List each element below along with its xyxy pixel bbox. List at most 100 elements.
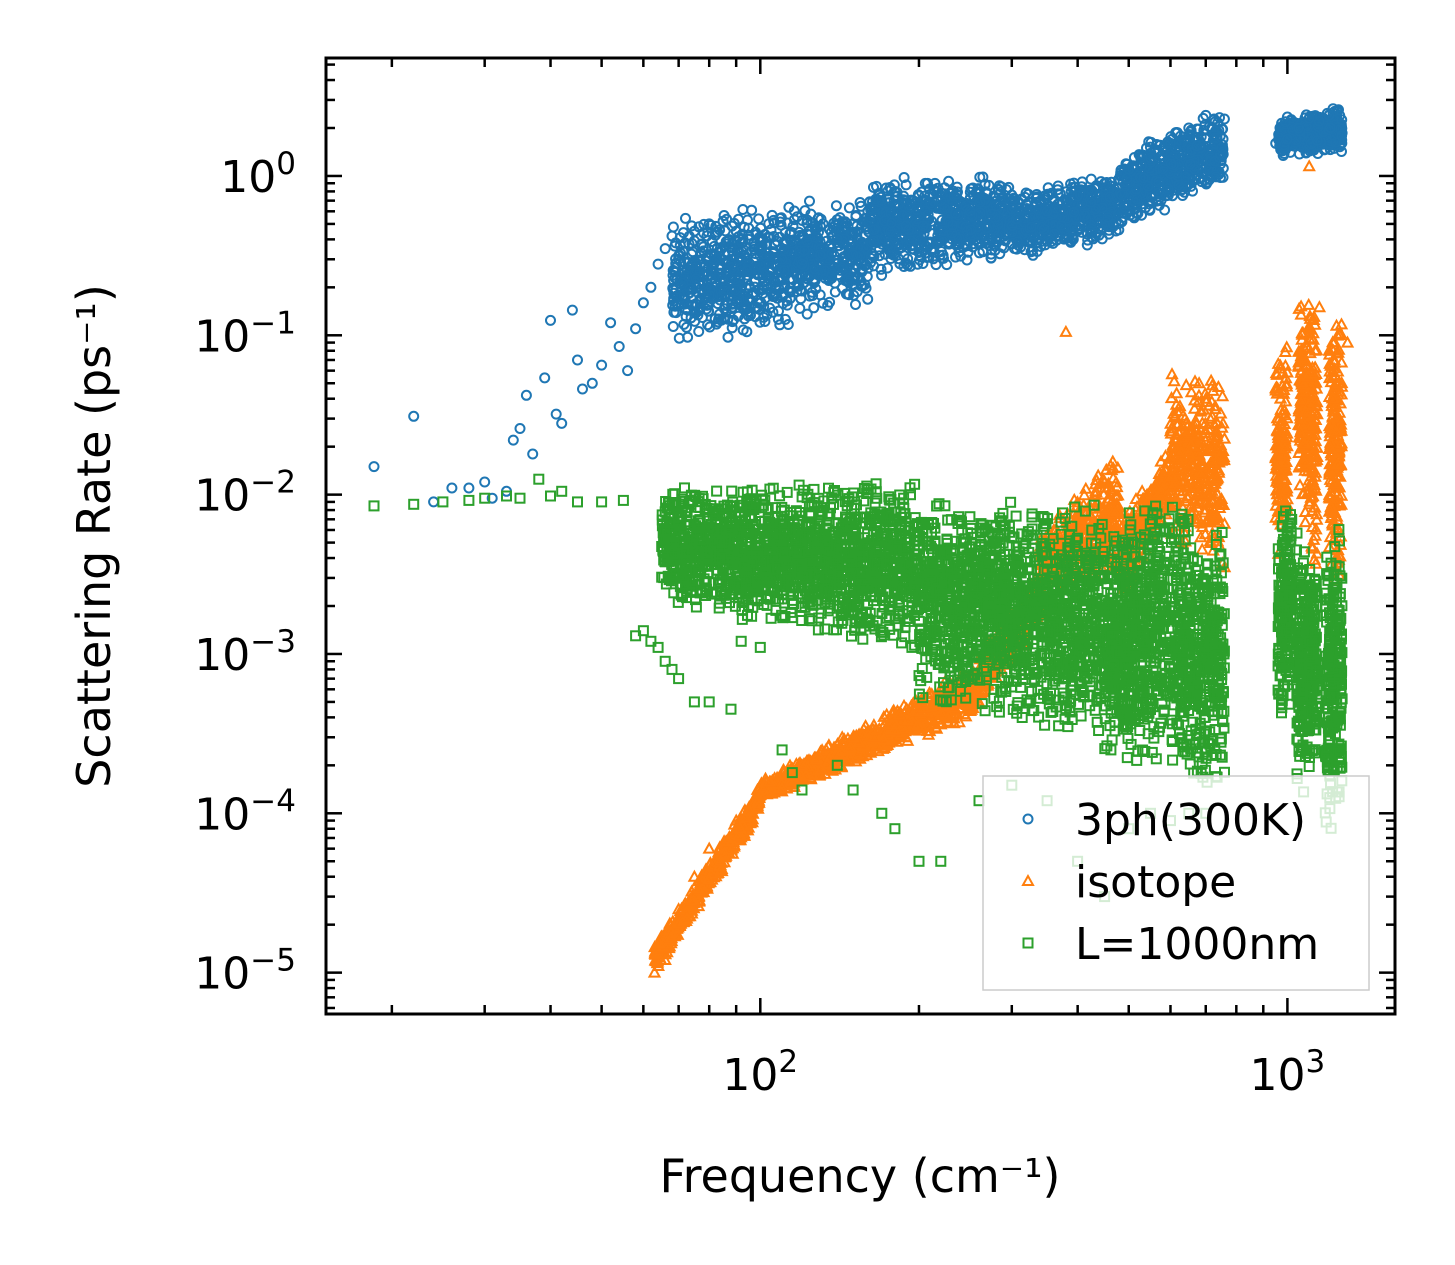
data-point (847, 249, 859, 261)
data-point (821, 235, 833, 247)
data-point (428, 496, 440, 508)
data-point (829, 277, 841, 289)
data-point (675, 256, 687, 268)
data-point (900, 179, 912, 191)
data-point (684, 283, 696, 295)
data-point (772, 313, 784, 325)
data-point (837, 262, 849, 274)
data-point (719, 225, 731, 237)
data-point (791, 211, 803, 223)
data-point (786, 237, 798, 249)
data-point (722, 298, 734, 310)
data-point (520, 389, 532, 401)
data-point (718, 210, 730, 221)
data-point (550, 408, 562, 420)
data-point (743, 280, 755, 292)
data-point (556, 417, 568, 429)
data-point (637, 297, 649, 309)
data-layer (368, 103, 1355, 978)
data-point (822, 300, 834, 311)
data-point (686, 220, 698, 232)
data-point (1065, 178, 1077, 190)
data-point (1027, 244, 1039, 256)
data-point (719, 312, 731, 324)
data-point (774, 319, 786, 331)
data-point (801, 235, 813, 247)
data-point (849, 263, 861, 275)
data-point (863, 216, 875, 228)
data-point (889, 198, 901, 210)
data-point (974, 196, 986, 208)
data-point (681, 298, 693, 310)
data-point (659, 243, 671, 255)
data-point (785, 285, 797, 297)
data-point (965, 224, 977, 236)
data-point (882, 262, 893, 274)
data-point (722, 331, 734, 343)
data-point (946, 227, 958, 239)
data-point (722, 249, 734, 261)
data-point (613, 341, 625, 352)
data-point (961, 254, 973, 266)
data-point (752, 269, 764, 281)
data-point (932, 222, 944, 234)
data-point (938, 252, 949, 264)
data-point (764, 250, 776, 262)
data-point (730, 284, 742, 296)
data-point (902, 212, 914, 224)
data-point (670, 283, 682, 295)
data-point (729, 273, 741, 285)
data-point (868, 224, 880, 236)
data-point (527, 448, 539, 460)
data-point (794, 245, 806, 257)
data-point (939, 182, 951, 194)
data-point (842, 288, 853, 300)
data-point (714, 260, 726, 271)
data-point (883, 239, 895, 250)
data-point (700, 252, 712, 264)
data-point (905, 235, 917, 247)
data-point (893, 243, 905, 255)
data-point (870, 193, 882, 205)
data-point (810, 223, 822, 234)
data-point (690, 273, 702, 285)
data-point (753, 213, 765, 225)
data-point (782, 217, 793, 229)
data-point (693, 326, 705, 337)
data-point (577, 383, 588, 395)
data-point (919, 205, 931, 217)
data-point (813, 256, 825, 268)
data-point (833, 240, 845, 252)
data-point (368, 461, 380, 473)
data-point (726, 322, 738, 334)
data-point (850, 299, 861, 310)
data-point (545, 314, 556, 326)
data-point (960, 239, 972, 250)
data-point (801, 308, 813, 320)
data-point (768, 217, 780, 229)
data-point (596, 359, 608, 371)
data-point (408, 410, 420, 422)
data-point (680, 212, 691, 224)
data-point (826, 248, 837, 260)
data-point (704, 321, 716, 333)
data-point (900, 220, 912, 232)
data-point (941, 213, 953, 225)
data-point (947, 219, 958, 231)
data-point (893, 198, 905, 210)
data-point (913, 247, 925, 258)
data-point (1081, 239, 1093, 251)
data-point (680, 311, 692, 322)
data-point (737, 204, 749, 215)
data-point (741, 269, 753, 281)
data-point (776, 274, 788, 286)
data-point (667, 269, 679, 281)
data-point (762, 283, 774, 295)
data-point (930, 259, 942, 271)
data-point (935, 246, 947, 257)
data-point (828, 217, 840, 229)
data-point (862, 293, 874, 305)
data-point (919, 177, 931, 189)
data-point (778, 265, 790, 276)
